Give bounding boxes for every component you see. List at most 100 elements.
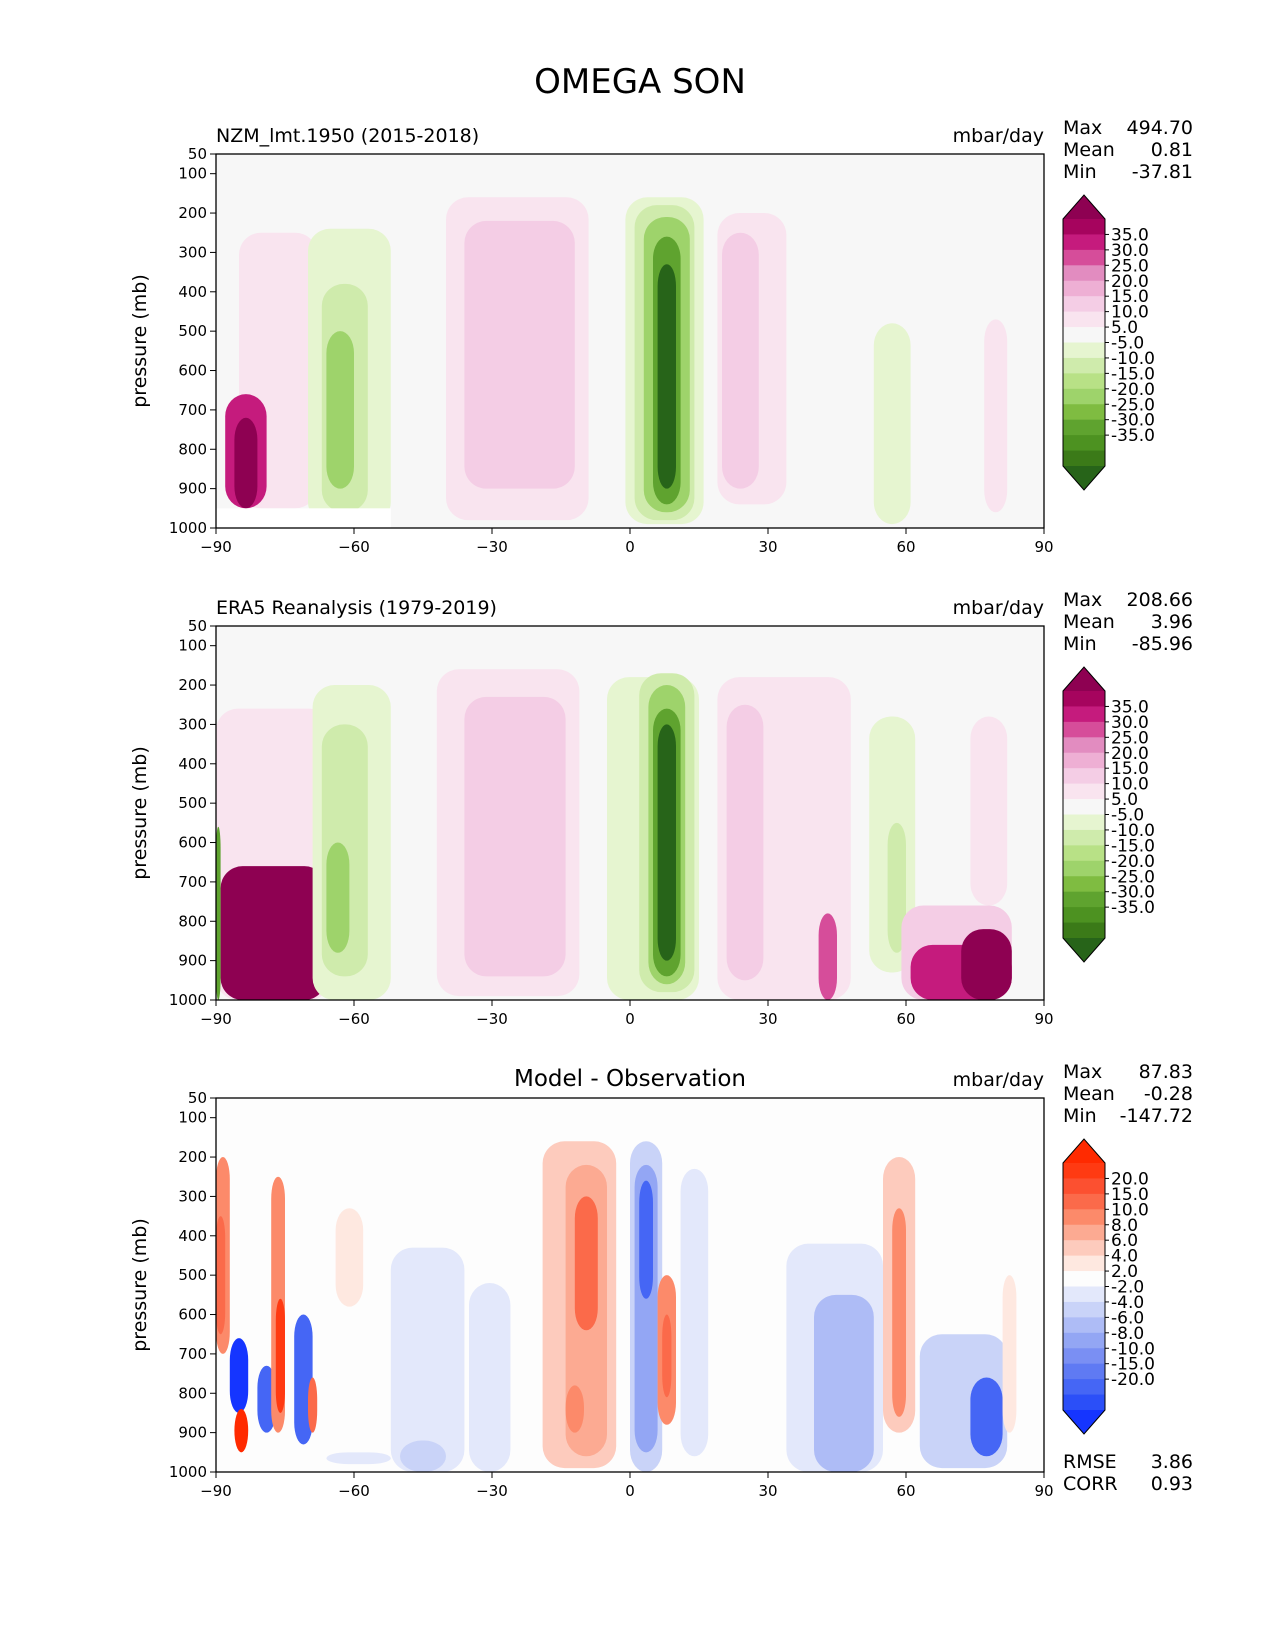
y-tick-label: 700 [178,401,207,419]
colorbar-extend-bottom [1063,1410,1105,1434]
missing-data-region [216,508,391,528]
y-tick-label: 500 [178,794,207,812]
units-label: mbar/day [953,597,1044,619]
colorbar-tick-label: -30.0 [1111,411,1155,431]
colorbar-tick-label: 5.0 [1111,318,1138,338]
x-tick-label: 60 [896,1482,915,1500]
colorbar-tick-label: -20.0 [1111,852,1155,872]
colorbar-band [1063,296,1105,313]
contour-region [961,929,1012,1000]
contour-region [216,826,221,1000]
contour-region [294,1314,313,1445]
contour-region [390,1247,465,1472]
y-tick-label: 900 [178,480,207,498]
contour-region [308,1377,318,1433]
contour-region [216,1216,226,1335]
colorbar-tick-label: -10.0 [1111,349,1155,369]
colorbar-band [1063,1348,1105,1365]
x-tick-label: 90 [1034,1010,1053,1028]
y-tick-label: 200 [178,1148,207,1166]
panel-title: NZM_lmt.1950 (2015-2018) [216,125,479,147]
stat-label: Max [1063,117,1102,139]
y-tick-label: 300 [178,1187,207,1205]
y-tick-label: 1000 [169,991,207,1009]
y-tick-label: 300 [178,715,207,733]
contour-region [726,704,764,981]
panel-title: ERA5 Reanalysis (1979-2019) [216,597,497,619]
stat-label: Min [1063,1105,1097,1127]
contour-region [275,1298,285,1413]
colorbar-band [1063,1193,1105,1210]
colorbar-tick-label: -5.0 [1111,806,1144,826]
y-tick-label: 400 [178,755,207,773]
y-tick-label: 900 [178,1424,207,1442]
stat-label: Max [1063,1061,1102,1083]
colorbar-band [1063,922,1105,939]
colorbar-tick-label: 10.0 [1111,1200,1149,1220]
colorbar-band [1063,265,1105,282]
y-tick-label: 800 [178,440,207,458]
colorbar-band [1063,1178,1105,1195]
x-tick-label: −30 [476,1482,508,1500]
stat-value: 208.66 [1127,589,1193,611]
colorbar-band [1063,1163,1105,1180]
contour-region [464,696,566,977]
y-tick-label: 600 [178,1306,207,1324]
contour-region [574,1196,598,1331]
colorbar-extend-top [1063,667,1105,691]
contour-region [814,1294,874,1472]
y-tick-label: 800 [178,912,207,930]
x-tick-label: 90 [1034,1482,1053,1500]
stat-value: 0.81 [1151,139,1193,161]
colorbar-tick-label: 15.0 [1111,287,1149,307]
colorbar-tick-label: -20.0 [1111,1370,1155,1390]
colorbar-tick-label: -10.0 [1111,1339,1155,1359]
contour-region [657,724,676,961]
x-tick-label: −60 [338,538,370,556]
x-tick-label: 60 [896,538,915,556]
colorbar-band [1063,404,1105,421]
contour-region [229,1338,249,1413]
colorbar-tick-label: 2.0 [1111,1262,1138,1282]
x-tick-label: 30 [758,538,777,556]
colorbar-band [1063,388,1105,405]
colorbar-tick-label: -15.0 [1111,364,1155,384]
contour-region [639,1180,653,1299]
colorbar-tick-label: 10.0 [1111,775,1149,795]
colorbar-tick-label: 35.0 [1111,697,1149,717]
contour-region [722,232,759,489]
colorbar-tick-label: -25.0 [1111,867,1155,887]
colorbar-band [1063,1224,1105,1241]
x-tick-label: 0 [625,538,635,556]
colorbar-band [1063,845,1105,862]
colorbar-tick-label: 30.0 [1111,241,1149,261]
x-tick-label: 60 [896,1010,915,1028]
contour-region [234,1409,249,1453]
y-tick-label: 50 [188,617,207,635]
contour-region [400,1440,446,1472]
colorbar-band [1063,1332,1105,1349]
colorbar-tick-label: 8.0 [1111,1216,1138,1236]
colorbar-band [1063,829,1105,846]
colorbar-band [1063,706,1105,723]
x-tick-label: −30 [476,1010,508,1028]
colorbar-band [1063,860,1105,877]
units-label: mbar/day [953,125,1044,147]
contour-region [680,1168,709,1457]
y-tick-label: 500 [178,322,207,340]
extra-stat-label: CORR [1063,1473,1118,1495]
x-tick-label: −30 [476,538,508,556]
colorbar-band [1063,876,1105,893]
contour-region [657,264,676,489]
y-tick-label: 300 [178,243,207,261]
stat-label: Mean [1063,139,1115,161]
colorbar-outline [1062,666,1106,963]
colorbar-band [1063,249,1105,266]
stat-label: Min [1063,161,1097,183]
colorbar-band [1063,234,1105,251]
x-tick-label: −90 [200,1482,232,1500]
y-tick-label: 100 [178,1109,207,1127]
stat-label: Min [1063,633,1097,655]
